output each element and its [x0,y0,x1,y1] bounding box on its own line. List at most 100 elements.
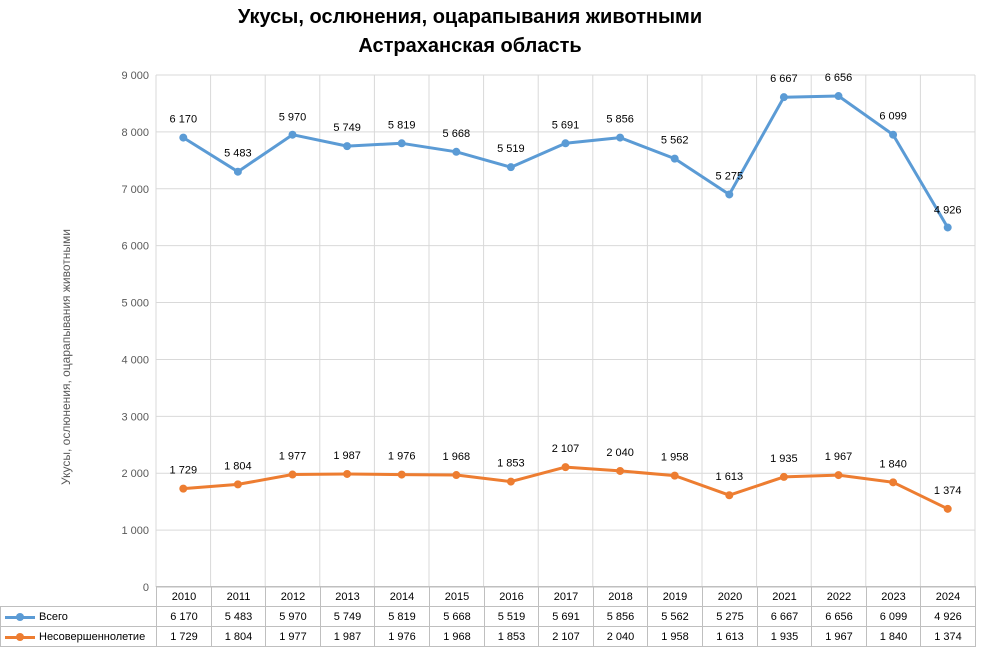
table-cell: 1 804 [211,626,266,647]
data-point [397,139,406,148]
table-cell: 1 840 [866,626,921,647]
y-tick-label: 6 000 [121,241,149,253]
table-cell: 1 977 [265,626,321,647]
table-cell: 6 170 [156,606,212,627]
data-point [834,92,843,101]
table-cell: 4 926 [920,606,976,627]
data-point [452,147,461,156]
data-label: 1 968 [443,451,471,463]
table-cell: 1 958 [647,626,703,647]
data-point [670,154,679,163]
x-tick-label: 2018 [593,586,648,607]
data-label: 5 275 [716,170,744,182]
data-label: 6 656 [825,72,853,84]
y-tick-label: 8 000 [121,127,149,139]
table-corner [0,586,157,607]
data-point [179,484,188,493]
data-point [670,471,679,480]
table-cell: 5 819 [374,606,430,627]
data-point [834,471,843,480]
table-cell: 6 656 [811,606,867,627]
data-point [616,466,625,475]
table-cell: 6 667 [757,606,812,627]
x-tick-label: 2020 [702,586,758,607]
data-label: 5 483 [224,148,252,160]
x-tick-label: 2012 [265,586,321,607]
data-label: 6 170 [170,114,198,126]
data-point [343,142,352,151]
data-point [725,190,734,199]
data-label: 5 691 [552,119,580,131]
data-label: 1 804 [224,460,252,472]
y-tick-label: 3 000 [121,411,149,423]
x-tick-label: 2024 [920,586,976,607]
x-tick-label: 2017 [538,586,594,607]
table-cell: 1 853 [484,626,539,647]
data-point [506,477,515,486]
data-label: 1 958 [661,452,689,464]
x-tick-label: 2010 [156,586,212,607]
table-cell: 2 040 [593,626,648,647]
table-row-minors: Несовершеннолетие 1 729 1 804 1 977 1 987 1 … [0,626,976,647]
legend-label-total: Всего [39,610,68,623]
data-label: 5 970 [279,112,307,124]
data-label: 1 840 [879,458,907,470]
data-label: 1 853 [497,458,525,470]
legend-key-minors [5,632,35,642]
table-cell: 5 749 [320,606,375,627]
data-label: 1 976 [388,451,416,463]
data-label: 1 987 [333,450,361,462]
data-table: 2010 2011 2012 2013 2014 2015 2016 2017 2018 2019… [0,586,976,647]
table-cell: 5 691 [538,606,594,627]
data-label: 5 856 [606,114,634,126]
data-label: 1 613 [716,471,744,483]
x-tick-label: 2016 [484,586,539,607]
y-tick-label: 4 000 [121,354,149,366]
data-point [561,463,570,472]
data-label: 6 667 [770,73,798,85]
data-point [343,469,352,478]
table-cell: 5 483 [211,606,266,627]
data-label: 1 374 [934,485,962,497]
y-tick-label: 1 000 [121,525,149,537]
data-point [889,130,898,139]
table-cell: 1 374 [920,626,976,647]
data-point [889,478,898,487]
data-point [452,471,461,480]
data-label: 1 967 [825,451,853,463]
table-cell: 1 976 [374,626,430,647]
legend-total: Всего [0,606,157,627]
table-cell: 1 987 [320,626,375,647]
x-tick-label: 2011 [211,586,266,607]
table-cell: 1 967 [811,626,867,647]
y-tick-label: 5 000 [121,298,149,310]
data-label: 6 099 [879,111,907,123]
data-label: 5 819 [388,119,416,131]
y-tick-label: 7 000 [121,184,149,196]
data-point [288,470,297,479]
legend-minors: Несовершеннолетие [0,626,157,647]
data-label: 1 729 [170,465,198,477]
table-cell: 5 970 [265,606,321,627]
legend-key-total [5,612,35,622]
data-point [288,130,297,139]
data-point [233,480,242,489]
data-label: 2 040 [606,447,634,459]
data-label: 4 926 [934,204,962,216]
data-point [779,93,788,102]
data-point [943,504,952,513]
x-tick-label: 2014 [374,586,430,607]
data-point [179,133,188,142]
table-cell: 1 613 [702,626,758,647]
table-cell: 5 519 [484,606,539,627]
table-header-row: 2010 2011 2012 2013 2014 2015 2016 2017 2018 2019… [0,586,976,607]
data-point [779,472,788,481]
table-cell: 6 099 [866,606,921,627]
data-label: 2 107 [552,443,580,455]
table-cell: 5 275 [702,606,758,627]
table-cell: 5 562 [647,606,703,627]
data-label: 5 749 [333,122,361,134]
legend-label-minors: Несовершеннолетие [39,630,146,643]
data-point [616,133,625,142]
y-tick-label: 9 000 [121,70,149,82]
